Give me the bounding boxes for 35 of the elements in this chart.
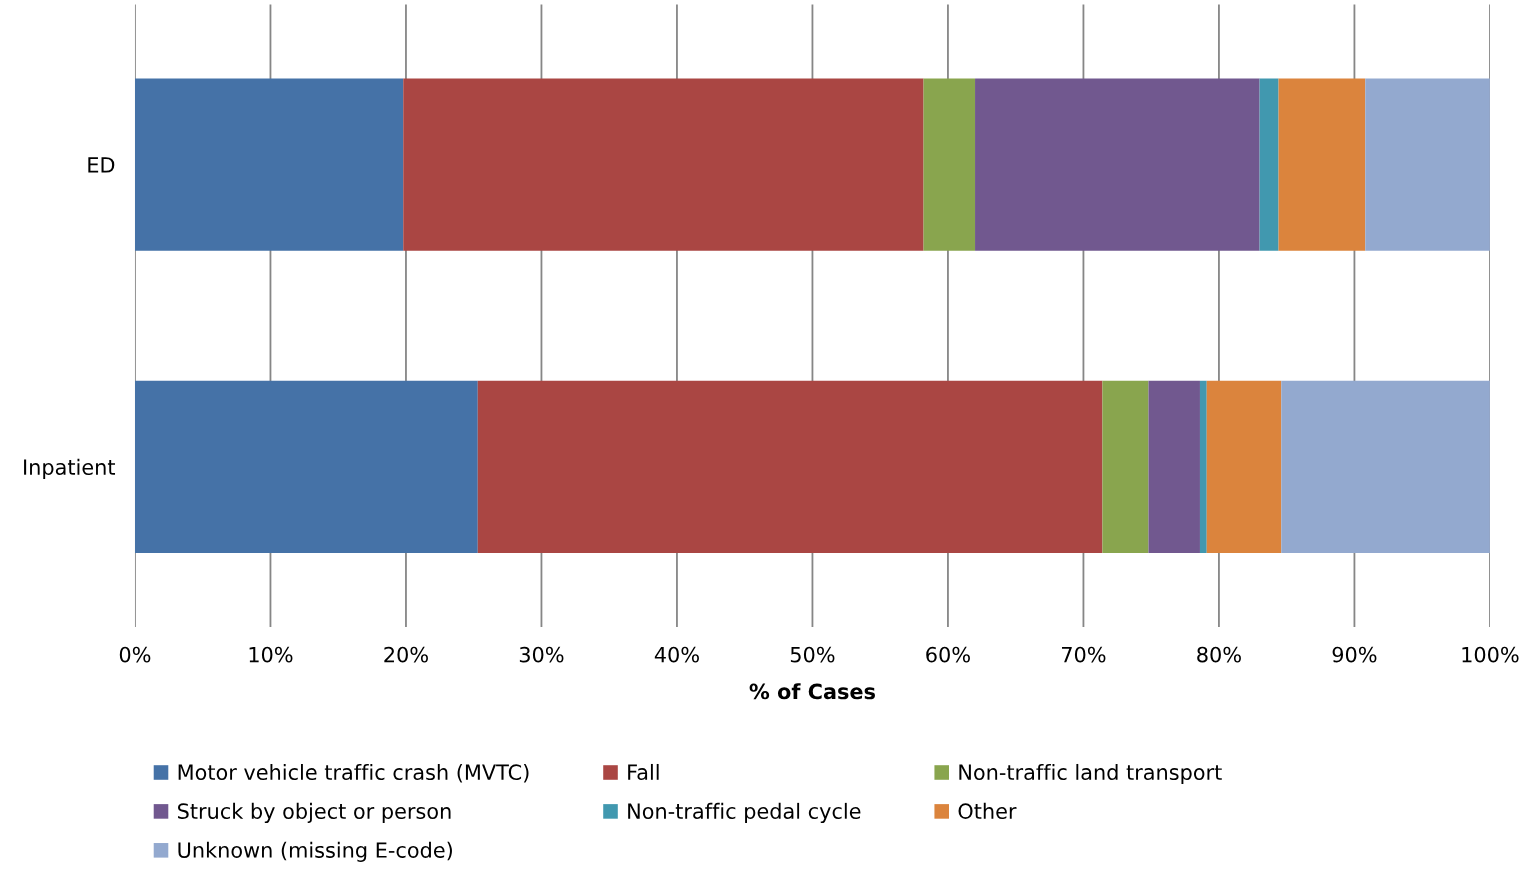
bar (477, 380, 1103, 553)
x-tick-label: 60% (926, 646, 970, 663)
bar (1206, 380, 1282, 553)
x-tick-label: 10% (249, 646, 293, 663)
x-tick-label: 100% (1462, 646, 1519, 663)
legend-label: Fall (628, 763, 659, 781)
bar (1278, 78, 1366, 251)
bar (1281, 380, 1490, 553)
x-tick-label: 90% (1332, 646, 1377, 663)
y-tick-label: ED (88, 157, 115, 173)
bar (1102, 380, 1149, 553)
legend-label: Non-traffic land transport (959, 763, 1222, 785)
x-tick-label: 70% (1061, 646, 1106, 663)
legend-label: Non-traffic pedal cycle (628, 802, 861, 824)
bar (134, 380, 478, 553)
x-tick-label: 0% (119, 646, 151, 663)
x-tick-label: 20% (384, 646, 428, 663)
legend-label: Other (958, 802, 1017, 819)
x-tick-label: 50% (790, 646, 835, 663)
x-tick-label: 30% (519, 646, 564, 663)
x-tick-label: 40% (654, 646, 699, 663)
x-tick-label: 80% (1197, 646, 1241, 663)
legend-label: Unknown (missing E-code) (178, 841, 452, 862)
legend-label: Struck by object or person (178, 802, 451, 824)
bar (1148, 380, 1200, 553)
legend-label: Motor vehicle traffic crash (MVTC) (178, 763, 529, 783)
bar (1259, 78, 1279, 251)
bar (923, 78, 976, 251)
bar (975, 78, 1260, 251)
x-axis-title: % of Cases (749, 683, 875, 700)
bar (403, 78, 924, 251)
bar (134, 78, 404, 251)
bar (1199, 380, 1207, 553)
y-tick-label: Inpatient (24, 458, 116, 480)
bar (1365, 78, 1490, 251)
